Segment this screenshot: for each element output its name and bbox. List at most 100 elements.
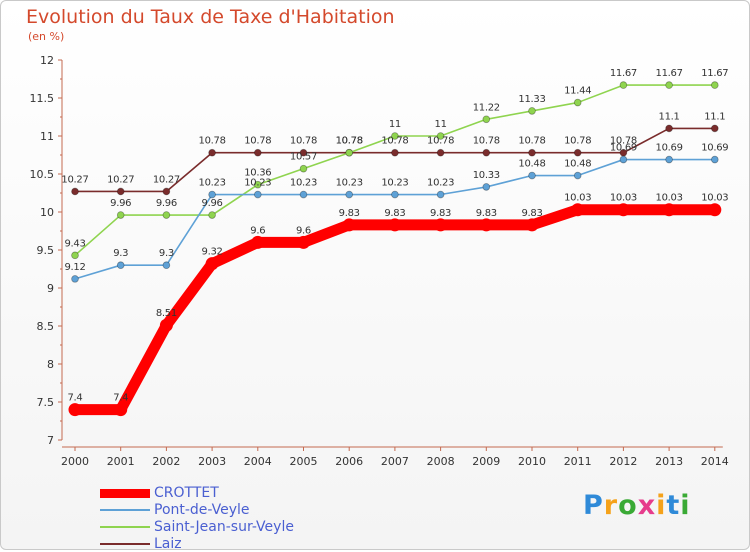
- data-label: 9.83: [521, 208, 542, 219]
- data-point: [573, 98, 582, 107]
- data-label: 11.22: [473, 102, 500, 113]
- data-point: [116, 211, 125, 219]
- data-point: [528, 148, 536, 157]
- logo-letter: x: [637, 490, 657, 521]
- data-label: 9.83: [430, 208, 451, 219]
- data-label: 9.3: [159, 248, 174, 259]
- logo-letter: o: [618, 490, 638, 521]
- data-label: 10.78: [610, 136, 637, 147]
- data-point: [208, 190, 216, 199]
- x-tick-label: 2001: [107, 455, 135, 468]
- data-label: 9.96: [156, 198, 177, 209]
- data-label: 10.23: [199, 178, 226, 189]
- data-label: 9.43: [64, 238, 85, 249]
- data-label: 10.78: [290, 136, 317, 147]
- data-point: [436, 132, 445, 140]
- data-point: [665, 155, 673, 164]
- data-label: 8.51: [156, 308, 177, 319]
- x-tick-label: 2014: [701, 455, 729, 468]
- legend-item: Pont-de-Veyle: [100, 502, 250, 518]
- data-label: 10.78: [427, 136, 454, 147]
- data-label: 10.78: [336, 136, 363, 147]
- data-label: 10.23: [244, 178, 271, 189]
- data-point: [571, 203, 585, 217]
- data-point: [71, 275, 79, 283]
- x-tick-label: 2010: [518, 455, 546, 468]
- data-label: 9.83: [476, 208, 497, 219]
- data-point: [205, 257, 219, 271]
- data-label: 10.69: [701, 143, 728, 154]
- y-tick-label: 10.5: [30, 168, 55, 181]
- legend-swatch: [100, 526, 150, 528]
- data-label: 9.32: [202, 247, 223, 258]
- x-tick-label: 2008: [427, 455, 455, 468]
- legend-label: CROTTET: [154, 485, 219, 501]
- data-point: [391, 132, 399, 140]
- data-point: [528, 107, 536, 115]
- logo-letter: i: [680, 490, 691, 521]
- data-label: 11.67: [656, 68, 683, 79]
- data-point: [162, 211, 171, 219]
- data-label: 10.33: [473, 170, 500, 181]
- data-point: [528, 171, 536, 180]
- data-point: [710, 124, 719, 133]
- data-point: [573, 171, 582, 180]
- data-point: [710, 81, 719, 89]
- x-tick-label: 2012: [609, 455, 637, 468]
- data-label: 9.96: [202, 198, 223, 209]
- data-label: 10.48: [518, 159, 545, 170]
- data-point: [482, 148, 491, 157]
- data-label: 10.23: [427, 178, 454, 189]
- data-point: [619, 155, 628, 164]
- data-point: [71, 251, 79, 260]
- legend-item: CROTTET: [100, 485, 219, 501]
- data-point: [253, 180, 262, 189]
- data-label: 10.03: [656, 193, 683, 204]
- data-point: [299, 164, 308, 173]
- y-tick-label: 9: [47, 282, 54, 295]
- data-point: [251, 235, 265, 249]
- data-label: 10.03: [564, 193, 591, 204]
- data-point: [573, 148, 582, 157]
- logo-letter: r: [603, 490, 619, 521]
- data-point: [479, 218, 493, 232]
- data-point: [391, 190, 399, 199]
- data-label: 7.4: [113, 393, 128, 404]
- data-point: [619, 148, 628, 157]
- data-point: [253, 190, 262, 199]
- logo-letter: t: [666, 490, 681, 521]
- data-point: [710, 155, 719, 164]
- data-label: 10.36: [244, 168, 271, 179]
- legend-swatch: [100, 543, 150, 545]
- data-label: 9.83: [339, 208, 360, 219]
- series-layer: [68, 81, 722, 417]
- x-tick-label: 2007: [381, 455, 409, 468]
- data-label: 11.67: [610, 68, 637, 79]
- data-label: 10.03: [610, 193, 637, 204]
- data-point: [116, 187, 125, 196]
- data-label: 11.1: [704, 111, 725, 122]
- chart-subtitle: (en %): [28, 30, 65, 43]
- data-point: [482, 115, 491, 124]
- data-point: [208, 211, 216, 219]
- data-label: 10.23: [336, 178, 363, 189]
- data-label: 10.03: [701, 193, 728, 204]
- y-tick-label: 12: [40, 54, 54, 67]
- logo-letter: i: [656, 490, 667, 521]
- data-labels-layer: 7.4 7.4 8.51 9.32 9.6 9.6 9.83 9.83 9.83 9.83 9.83…: [61, 68, 728, 404]
- data-point: [482, 183, 491, 191]
- data-label: 9.6: [296, 225, 311, 236]
- data-point: [299, 148, 308, 157]
- data-label: 9.6: [250, 225, 265, 236]
- legend-swatch: [100, 509, 150, 511]
- y-tick-label: 7: [47, 434, 54, 447]
- y-tick-label: 10: [40, 206, 54, 219]
- legend-label: Saint-Jean-sur-Veyle: [154, 519, 294, 535]
- y-tick-label: 9.5: [37, 244, 55, 257]
- y-tick-label: 11.5: [30, 92, 55, 105]
- data-point: [71, 187, 79, 196]
- data-label: 10.23: [381, 178, 408, 189]
- x-tick-label: 2004: [244, 455, 272, 468]
- data-point: [68, 403, 82, 417]
- legend-label: Laiz: [154, 536, 182, 552]
